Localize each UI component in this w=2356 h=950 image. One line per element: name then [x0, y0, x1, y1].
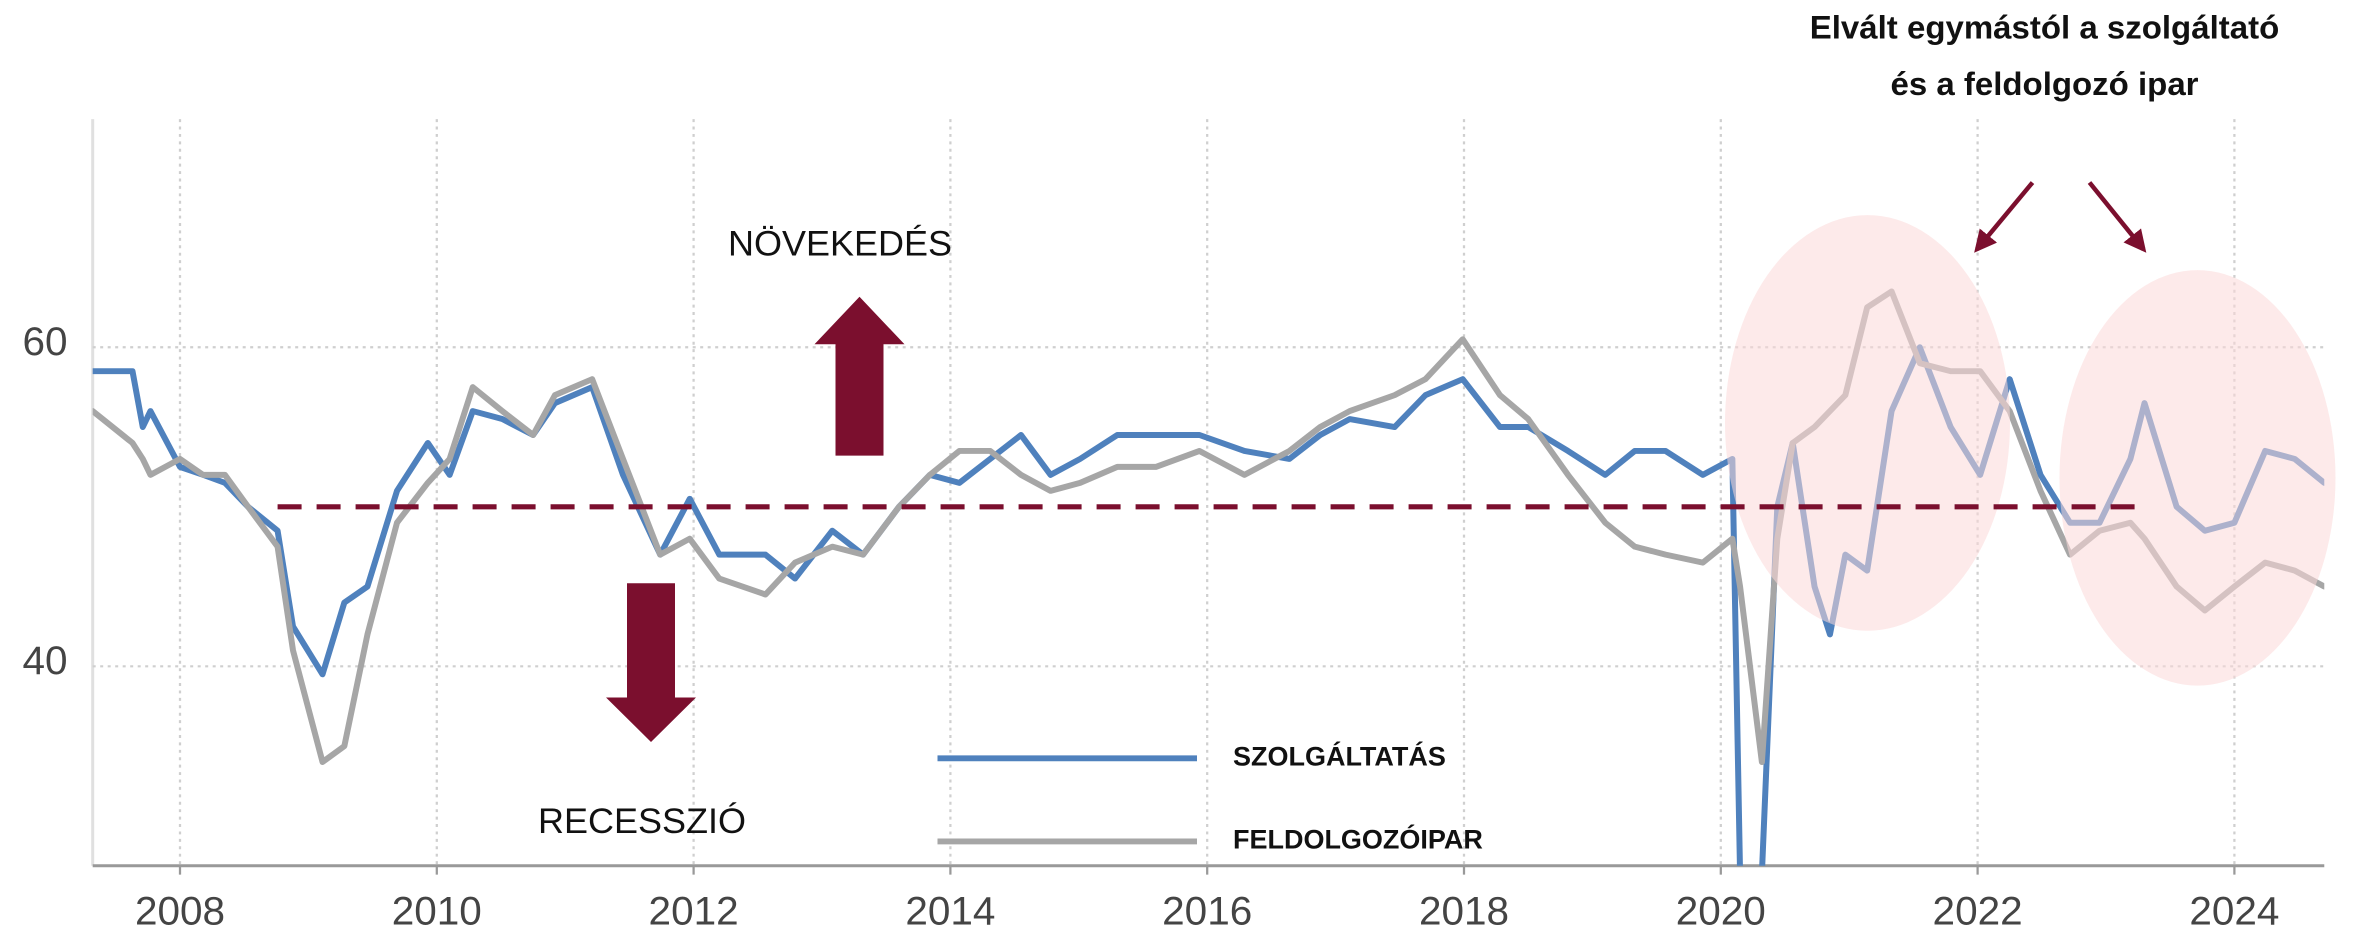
- growth-label: NÖVEKEDÉS: [728, 224, 952, 264]
- note-box: Elvált egymástól a szolgáltató és a feld…: [1809, 8, 2280, 103]
- highlight-circle: [1725, 215, 2010, 631]
- legend-label: FELDOLGOZÓIPAR: [1233, 824, 1483, 855]
- overlay: SZOLGÁLTATÁS FELDOLGOZÓIPAR: [277, 504, 2145, 855]
- x-tick-label: 2024: [2189, 889, 2279, 934]
- legend-label: SZOLGÁLTATÁS: [1233, 741, 1446, 772]
- up-arrow: [814, 296, 905, 456]
- x-tick-label: 2010: [392, 889, 482, 934]
- grid: 40 60 2008 2010 2012 2014 2016 2018 2020 2022 2024: [22, 119, 2325, 934]
- x-tick-label: 2022: [1933, 889, 2023, 934]
- y-tick-label: 40: [22, 638, 67, 683]
- pointer-arrow: [2087, 181, 2147, 253]
- x-tick-label: 2008: [135, 889, 225, 934]
- pointer-arrow: [1974, 181, 2035, 253]
- note-text: Elvált egymástól a szolgáltató és a feld…: [1809, 8, 2280, 103]
- x-tick-label: 2018: [1419, 889, 1509, 934]
- x-tick-label: 2020: [1676, 889, 1766, 934]
- x-tick-label: 2012: [649, 889, 739, 934]
- x-tick-label: 2014: [905, 889, 995, 934]
- down-arrow: [606, 583, 696, 742]
- y-tick-label: 60: [22, 319, 67, 364]
- plot-root: 40 60 2008 2010 2012 2014 2016 2018 2020 2022 2024…: [22, 8, 2336, 934]
- recession-label: RECESSZIÓ: [538, 801, 746, 841]
- x-tick-label: 2016: [1162, 889, 1252, 934]
- highlight-circle: [2059, 270, 2336, 686]
